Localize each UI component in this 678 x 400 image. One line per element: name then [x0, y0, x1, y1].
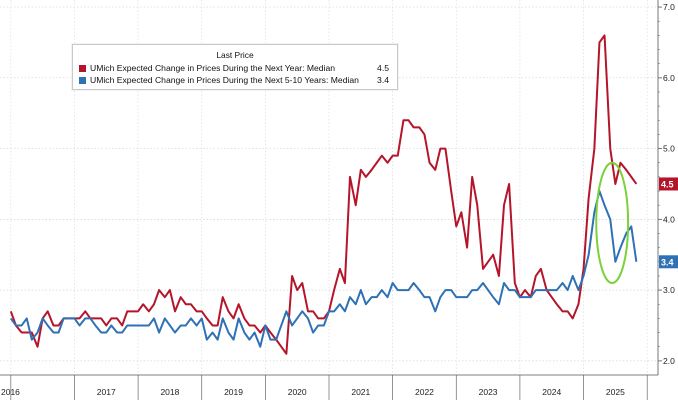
legend-swatch-blue: [79, 76, 86, 84]
series-line-1: [10, 190, 638, 348]
legend-label-next-year: UMich Expected Change in Prices During t…: [90, 63, 336, 73]
x-axis: 2016 2017 2018 2019 2020 2021 2022 2023 2024 2025: [0, 374, 658, 400]
legend: Last Price UMich Expected Change in Pric…: [72, 44, 398, 90]
series-line-0: [9, 34, 638, 355]
last-value-tag-text-1: 3.4: [661, 257, 674, 267]
x-tick-label: 2017: [97, 387, 116, 397]
legend-label-5-10-years: UMich Expected Change in Prices During t…: [90, 75, 359, 85]
last-value-tag-text-0: 4.5: [661, 179, 674, 189]
y-tick-label: 4.0: [663, 214, 675, 224]
x-tick-label: 2016: [1, 387, 20, 397]
legend-title: Last Price: [216, 50, 254, 60]
x-tick-label: 2022: [415, 387, 434, 397]
y-tick-label: 7.0: [663, 2, 675, 12]
highlight-ellipse: [595, 161, 630, 285]
x-tick-label: 2025: [606, 387, 625, 397]
legend-value-next-year: 4.5: [377, 63, 389, 73]
last-value-tag-1: [659, 255, 678, 269]
y-tick-label: 6.0: [663, 73, 675, 83]
legend-item-5-10-years: UMich Expected Change in Prices During t…: [79, 75, 389, 86]
last-value-tag-0: [659, 177, 678, 191]
x-tick-label: 2023: [479, 387, 498, 397]
y-tick-label: 3.0: [663, 285, 675, 295]
y-tick-label: 2.0: [663, 356, 675, 366]
legend-item-next-year: UMich Expected Change in Prices During t…: [79, 63, 389, 74]
last-value-tags: 4.5 3.4: [659, 177, 678, 269]
series-layer: [9, 34, 638, 355]
y-axis: 2.0 3.0 4.0 5.0 6.0 7.0: [657, 0, 675, 375]
x-tick-label: 2024: [542, 387, 561, 397]
legend-value-5-10-years: 3.4: [377, 75, 389, 85]
x-tick-label: 2019: [224, 387, 243, 397]
y-tick-label: 5.0: [663, 144, 675, 154]
x-tick-label: 2021: [351, 387, 370, 397]
legend-swatch-red: [79, 64, 86, 72]
x-tick-label: 2018: [160, 387, 179, 397]
x-tick-label: 2020: [288, 387, 307, 397]
